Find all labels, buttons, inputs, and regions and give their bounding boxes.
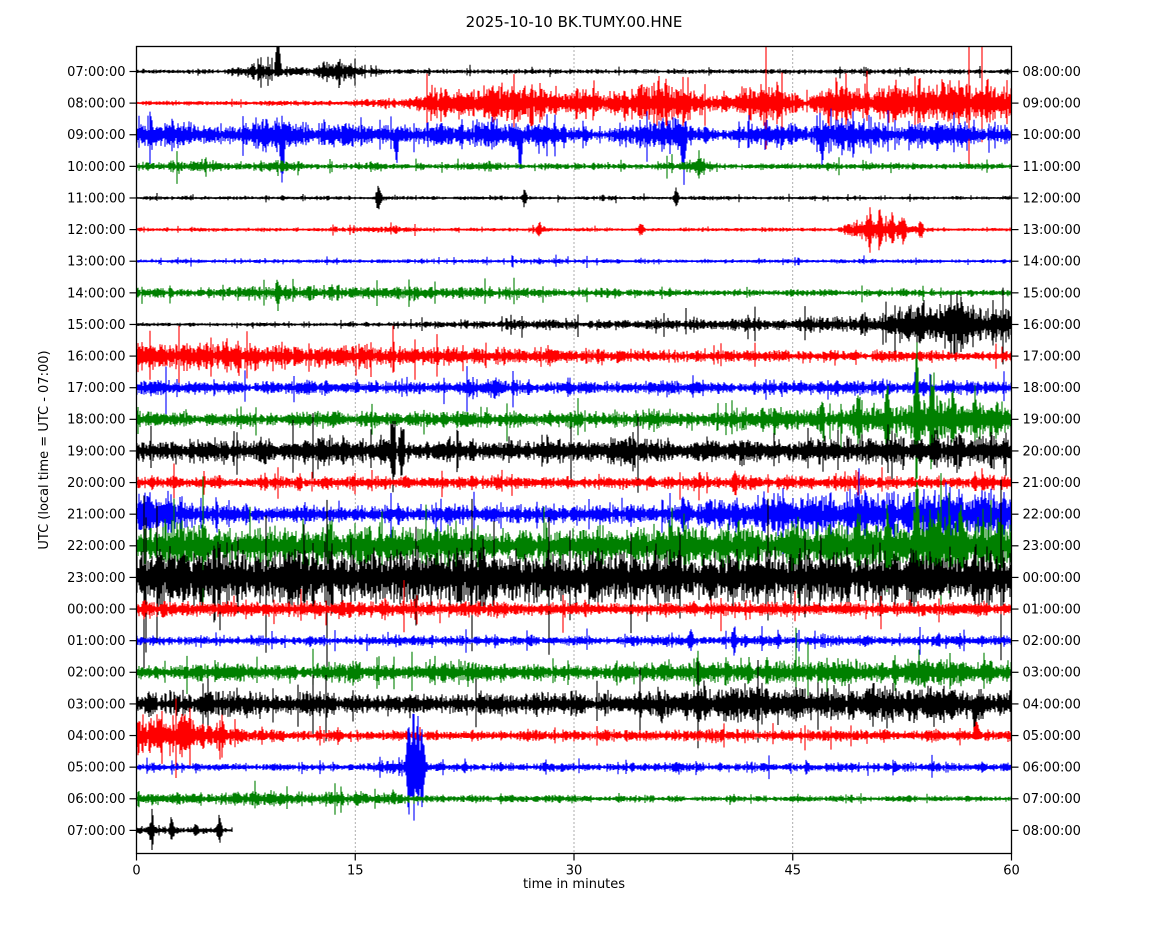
chart-title: 2025-10-10 BK.TUMY.00.HNE <box>465 13 683 31</box>
row-tick-labels: 07:00:00 08:00:00 08:00:00 09:00:00 09:00:00… <box>67 65 1081 839</box>
trace-row-utc-07:00:00 <box>136 808 233 850</box>
right-tick-label-local: 10:00:00 <box>1023 128 1081 143</box>
grid-lines <box>354 46 794 854</box>
trace-row-utc-07:00:00 <box>136 46 1012 88</box>
right-tick-label-local: 20:00:00 <box>1023 444 1081 459</box>
left-tick-label-utc: 03:00:00 <box>67 697 125 712</box>
left-tick-label-utc: 11:00:00 <box>67 191 125 206</box>
right-tick-label-local: 08:00:00 <box>1023 65 1081 80</box>
x-tick-label-30: 30 <box>566 864 583 879</box>
left-tick-label-utc: 22:00:00 <box>67 539 125 554</box>
right-tick-label-local: 16:00:00 <box>1023 318 1081 333</box>
right-tick-label-local: 18:00:00 <box>1023 381 1081 396</box>
right-tick-label-local: 02:00:00 <box>1023 634 1081 649</box>
right-tick-label-local: 14:00:00 <box>1023 255 1081 270</box>
left-tick-label-utc: 12:00:00 <box>67 223 125 238</box>
right-tick-label-local: 17:00:00 <box>1023 350 1081 365</box>
trace-row-utc-06:00:00 <box>136 780 1012 815</box>
left-tick-label-utc: 19:00:00 <box>67 444 125 459</box>
left-tick-label-utc: 02:00:00 <box>67 666 125 681</box>
left-tick-label-utc: 07:00:00 <box>67 65 125 80</box>
trace-row-utc-11:00:00 <box>136 185 1012 210</box>
right-tick-label-local: 23:00:00 <box>1023 539 1081 554</box>
left-tick-label-utc: 14:00:00 <box>67 286 125 301</box>
left-tick-label-utc: 16:00:00 <box>67 350 125 365</box>
x-axis-label: time in minutes <box>522 877 626 892</box>
x-tick-label-45: 45 <box>784 864 801 879</box>
x-tick-label-15: 15 <box>347 864 364 879</box>
right-tick-label-local: 21:00:00 <box>1023 476 1081 491</box>
right-tick-label-local: 09:00:00 <box>1023 97 1081 112</box>
trace-row-utc-20:00:00 <box>136 463 1012 504</box>
left-tick-label-utc: 00:00:00 <box>67 602 125 617</box>
right-tick-label-local: 03:00:00 <box>1023 666 1081 681</box>
right-tick-label-local: 19:00:00 <box>1023 413 1081 428</box>
left-tick-label-utc: 04:00:00 <box>67 729 125 744</box>
trace-row-utc-12:00:00 <box>136 207 1012 253</box>
left-tick-label-utc: 06:00:00 <box>67 792 125 807</box>
left-tick-label-utc: 07:00:00 <box>67 824 125 839</box>
left-tick-label-utc: 05:00:00 <box>67 761 125 776</box>
left-tick-label-utc: 20:00:00 <box>67 476 125 491</box>
left-tick-label-utc: 09:00:00 <box>67 128 125 143</box>
right-tick-label-local: 06:00:00 <box>1023 761 1081 776</box>
x-tick-label-0: 0 <box>132 864 140 879</box>
x-tick-labels: 0 15 30 45 60 <box>132 853 1020 879</box>
right-tick-label-local: 00:00:00 <box>1023 571 1081 586</box>
right-tick-label-local: 12:00:00 <box>1023 191 1081 206</box>
right-tick-label-local: 15:00:00 <box>1023 286 1081 301</box>
x-tick-label-60: 60 <box>1003 864 1020 879</box>
right-tick-label-local: 11:00:00 <box>1023 160 1081 175</box>
left-tick-label-utc: 21:00:00 <box>67 508 125 523</box>
right-tick-label-local: 05:00:00 <box>1023 729 1081 744</box>
right-tick-label-local: 01:00:00 <box>1023 602 1081 617</box>
right-tick-label-local: 22:00:00 <box>1023 508 1081 523</box>
right-tick-label-local: 13:00:00 <box>1023 223 1081 238</box>
right-tick-label-local: 08:00:00 <box>1023 824 1081 839</box>
left-tick-label-utc: 01:00:00 <box>67 634 125 649</box>
left-tick-label-utc: 18:00:00 <box>67 413 125 428</box>
left-tick-label-utc: 15:00:00 <box>67 318 125 333</box>
right-tick-label-local: 04:00:00 <box>1023 697 1081 712</box>
right-tick-label-local: 07:00:00 <box>1023 792 1081 807</box>
left-tick-label-utc: 08:00:00 <box>67 97 125 112</box>
left-tick-label-utc: 13:00:00 <box>67 255 125 270</box>
left-tick-label-utc: 10:00:00 <box>67 160 125 175</box>
trace-group <box>136 46 1012 850</box>
left-tick-label-utc: 17:00:00 <box>67 381 125 396</box>
trace-row-utc-13:00:00 <box>136 254 1012 268</box>
left-tick-label-utc: 23:00:00 <box>67 571 125 586</box>
